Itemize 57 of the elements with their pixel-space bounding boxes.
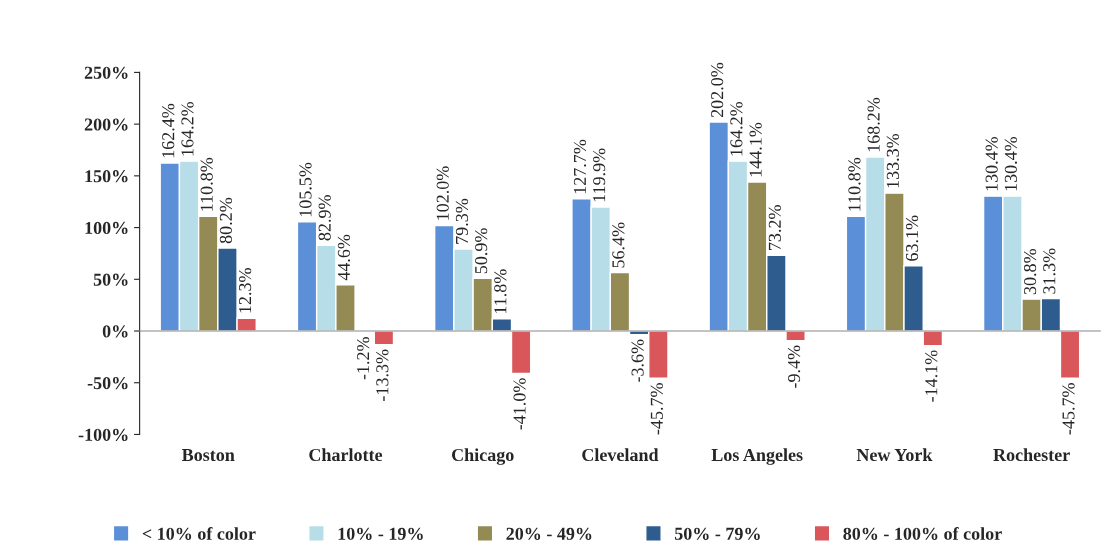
data-label: 168.2% bbox=[867, 97, 880, 152]
data-label: -45.7% bbox=[1062, 383, 1075, 435]
data-label: 82.9% bbox=[318, 195, 331, 241]
data-label: 105.5% bbox=[299, 162, 312, 217]
y-tick-label: -50% bbox=[87, 377, 128, 390]
data-label: -41.0% bbox=[513, 378, 526, 430]
data-label: -9.4% bbox=[787, 345, 801, 388]
bar bbox=[1059, 330, 1081, 379]
data-label: 162.4% bbox=[162, 103, 175, 158]
data-label: 127.7% bbox=[573, 139, 587, 194]
data-label: 144.1% bbox=[749, 122, 762, 177]
x-tick-label: Chicago bbox=[451, 448, 514, 465]
data-label: 12.3% bbox=[239, 268, 252, 313]
data-label: 79.3% bbox=[455, 198, 469, 244]
data-label: 164.2% bbox=[730, 101, 743, 156]
data-label: 44.6% bbox=[337, 234, 351, 281]
x-tick-label: Charlotte bbox=[309, 448, 383, 462]
bar bbox=[510, 330, 532, 375]
data-label: 202.0% bbox=[711, 62, 724, 118]
data-label: 102.0% bbox=[436, 166, 449, 220]
data-label: 56.4% bbox=[612, 222, 625, 268]
y-tick-label: 250% bbox=[84, 66, 128, 79]
legend-label: < 10% of color bbox=[142, 526, 256, 540]
data-label: -45.7% bbox=[650, 383, 663, 435]
data-label: 110.8% bbox=[848, 157, 861, 211]
data-label: 73.2% bbox=[768, 205, 781, 250]
y-tick-label: 0% bbox=[102, 325, 128, 338]
y-tick-label: 100% bbox=[85, 221, 128, 235]
x-tick-label: Cleveland bbox=[582, 448, 659, 462]
y-tick-label: -100% bbox=[78, 428, 128, 441]
data-label: 80.2% bbox=[219, 197, 233, 244]
data-label: 11.8% bbox=[494, 269, 507, 314]
legend-label: 80% - 100% of color bbox=[843, 526, 1002, 540]
data-label: 31.3% bbox=[1043, 248, 1056, 294]
data-label: -13.3% bbox=[376, 349, 389, 401]
data-label: -14.1% bbox=[925, 350, 938, 402]
legend-label: 50% - 79% bbox=[674, 527, 760, 540]
data-label: 164.2% bbox=[181, 101, 194, 156]
data-label: 130.4% bbox=[1004, 136, 1018, 191]
x-tick-label: Los Angeles bbox=[711, 448, 803, 465]
legend-label: 20% - 49% bbox=[506, 527, 592, 540]
legend-label: 10% - 19% bbox=[338, 527, 423, 540]
data-label: 130.4% bbox=[985, 136, 998, 191]
y-tick-label: 200% bbox=[84, 118, 128, 131]
x-tick-label: Boston bbox=[181, 449, 235, 462]
data-label: 50.9% bbox=[475, 228, 488, 274]
data-label: 110.8% bbox=[200, 157, 213, 211]
y-tick-label: 50% bbox=[93, 273, 128, 286]
data-label: 119.9% bbox=[593, 148, 606, 202]
x-tick-label: Rochester bbox=[993, 448, 1070, 462]
data-label: 133.3% bbox=[886, 133, 899, 188]
y-tick-label: 150% bbox=[85, 170, 128, 183]
data-label: -1.2% bbox=[357, 337, 370, 380]
data-label: -3.6% bbox=[631, 339, 644, 382]
data-label: 63.1% bbox=[905, 215, 919, 261]
x-tick-label: New York bbox=[856, 448, 933, 462]
data-label: 30.8% bbox=[1023, 248, 1037, 295]
